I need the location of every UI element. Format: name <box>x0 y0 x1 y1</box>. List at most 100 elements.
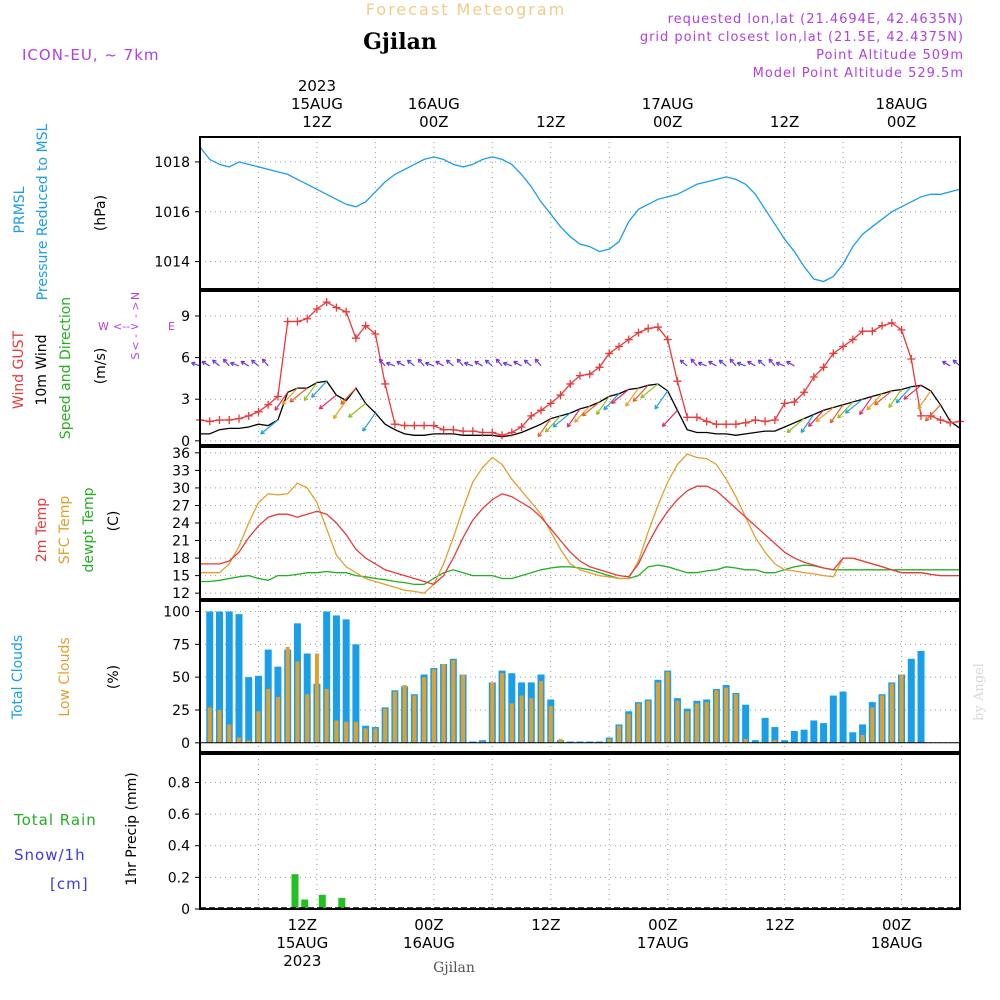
wind-gust-point <box>858 327 867 336</box>
wind-arrow-head <box>347 413 353 418</box>
bottom-time-label: 00Z <box>882 916 911 934</box>
wind-speed-dir-label: Speed and Direction <box>58 297 74 439</box>
clouds-total-label: Total Clouds <box>10 635 26 720</box>
wind-arrow-head <box>808 422 813 427</box>
clouds-unit: (%) <box>106 665 122 689</box>
wind-arrow-head <box>513 360 518 366</box>
wind-arrow-head <box>952 359 958 365</box>
wind-direction-arrow <box>212 359 220 367</box>
wind-direction-arrow <box>222 358 230 367</box>
pressure-label-1: PRMSL <box>12 186 28 233</box>
low-cloud-bar <box>207 707 212 743</box>
wind-arrow-head <box>708 360 713 366</box>
wind-arrow-head <box>191 361 196 367</box>
wind-arrow-head <box>747 360 752 366</box>
low-cloud-bar <box>685 711 690 743</box>
y-tick-label: 9 <box>181 309 190 325</box>
top-time-label: 12Z <box>302 113 331 131</box>
wind-arrow-head <box>251 359 256 365</box>
top-time-label: 18AUG <box>876 95 928 113</box>
low-cloud-bar <box>256 711 261 743</box>
wind-direction-arrow <box>474 360 483 367</box>
low-cloud-bar <box>870 707 875 743</box>
wind-direction-arrow <box>407 359 415 367</box>
wind-gust-point <box>663 335 672 344</box>
top-time-label: 15AUG <box>291 95 343 113</box>
compass-arrow-up: > <box>129 301 142 310</box>
wind-gust-point <box>420 421 429 430</box>
y-tick-label: 75 <box>172 637 190 653</box>
y-tick-label: 3 <box>181 392 190 408</box>
wind-gust-point <box>303 314 312 323</box>
low-cloud-bar <box>772 740 777 743</box>
wind-arrow-head <box>424 361 430 367</box>
compass-w: W <box>98 320 109 333</box>
wind-arrow-head <box>625 402 630 407</box>
bottom-time-label: 2023 <box>283 952 321 970</box>
wind-arrow-head <box>917 404 923 410</box>
wind-gust-point <box>488 428 497 437</box>
wind-arrow-head <box>800 428 806 434</box>
wind-gust-point <box>322 298 331 307</box>
wind-arrow-head <box>611 399 616 404</box>
total-cloud-bar <box>751 740 759 743</box>
wind-direction-arrow <box>808 409 825 427</box>
wind-gust-point <box>868 327 877 336</box>
wind-gust-point <box>653 323 662 332</box>
total-cloud-bar <box>235 614 243 743</box>
low-cloud-bar <box>363 728 368 743</box>
wind-arrow-head <box>537 432 543 438</box>
top-time-label: 16AUG <box>408 95 460 113</box>
wind-gust-point <box>478 428 487 437</box>
wind-direction-arrow <box>503 362 513 367</box>
bottom-time-label: 18AUG <box>871 934 923 952</box>
wind-arrow-head <box>859 410 864 416</box>
pressure-unit: (hPa) <box>93 195 109 231</box>
wind-direction-arrow <box>201 360 211 367</box>
total-cloud-bar <box>790 730 798 743</box>
wind-arrow-head <box>640 393 645 399</box>
wind-gust-point <box>887 318 896 327</box>
low-cloud-bar <box>880 695 885 743</box>
wind-arrow-head <box>318 404 324 410</box>
wind-direction-arrow <box>874 390 893 406</box>
y-tick-label: 33 <box>172 463 190 479</box>
wind-gust-point <box>624 335 633 344</box>
bottom-time-label: 00Z <box>648 916 677 934</box>
wind-direction-arrow <box>596 396 610 415</box>
wind-arrow-head <box>435 360 440 366</box>
y-tick-label: 15 <box>172 569 190 585</box>
low-cloud-bar <box>616 725 621 743</box>
compass-dash-down: - <box>129 334 142 338</box>
wind-direction-arrow <box>603 393 620 411</box>
wind-direction-arrow <box>260 419 279 435</box>
low-cloud-bar <box>529 698 534 743</box>
wind-direction-arrow <box>859 396 873 415</box>
wind-direction-arrow <box>534 358 542 367</box>
wind-direction-arrow <box>513 360 522 367</box>
wind-arrow-head <box>495 358 501 364</box>
wind-arrow-head <box>534 358 540 364</box>
wind-arrow-head <box>484 359 490 365</box>
low-cloud-bar <box>334 720 339 743</box>
low-cloud-bar <box>266 688 271 743</box>
wind-gust-point <box>381 379 390 388</box>
wind-direction-arrow <box>925 404 941 422</box>
wind-gust-point <box>936 416 945 425</box>
wind-gust-point <box>449 425 458 434</box>
wind-arrow-head <box>581 411 587 417</box>
low-cloud-bar <box>441 664 446 743</box>
wind-arrow-head <box>736 361 742 367</box>
low-cloud-bar <box>217 709 222 743</box>
location-title: Gjilan <box>363 29 437 55</box>
y-tick-label: 25 <box>172 703 190 719</box>
wind-arrow-head <box>757 359 763 365</box>
top-time-label: 2023 <box>298 77 336 95</box>
wind-arrow-head <box>261 358 267 364</box>
low-cloud-bar <box>724 687 729 743</box>
wind-gust-point <box>634 328 643 337</box>
precip-snow-label: Snow/1h <box>14 846 86 864</box>
grid-point-coords: grid point closest lon,lat (21.5E, 42.43… <box>640 30 964 45</box>
wind-direction-arrow <box>574 405 591 423</box>
